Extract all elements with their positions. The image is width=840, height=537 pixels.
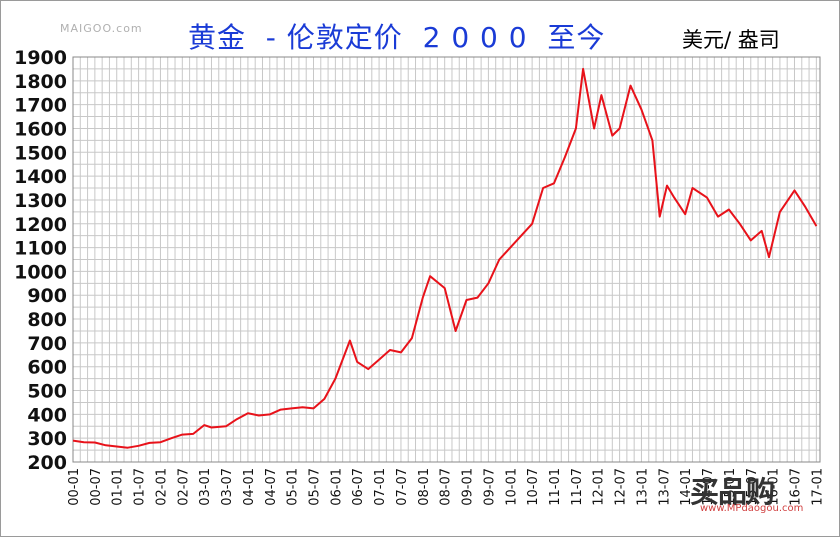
x-tick-label: 05-01 (286, 468, 301, 506)
y-tick-label: 1700 (14, 95, 67, 117)
y-tick-label: 1800 (14, 71, 67, 93)
y-tick-label: 1000 (14, 261, 67, 283)
y-tick-label: 1500 (14, 142, 67, 164)
y-tick-label: 300 (27, 428, 67, 450)
x-tick-label: 11-07 (570, 468, 585, 506)
x-tick-label: 05-07 (307, 468, 322, 506)
y-tick-label: 400 (27, 404, 67, 426)
y-tick-label: 1900 (14, 47, 67, 69)
y-tick-label: 1100 (14, 238, 67, 260)
x-tick-label: 09-07 (482, 468, 497, 506)
x-tick-label: 13-07 (657, 468, 672, 506)
x-tick-label: 15-07 (745, 468, 760, 506)
logo-text: 买品购 (690, 475, 775, 509)
x-tick-label: 03-01 (198, 468, 213, 506)
y-tick-label: 600 (27, 357, 67, 379)
x-tick-label: 09-01 (461, 468, 476, 506)
x-tick-label: 06-07 (351, 468, 366, 506)
x-tick-labels: 00-01 00-07 01-01 01-07 02-01 02-07 03-01 03-07… (67, 468, 825, 506)
brand-logo: 买品购 www.MPdaogou.com (690, 469, 825, 521)
x-tick-label: 17-01 (810, 468, 825, 506)
y-tick-label: 200 (27, 452, 67, 474)
x-tick-label: 11-01 (548, 468, 563, 506)
x-tick-label: 12-01 (592, 468, 607, 506)
y-tick-label: 1300 (14, 190, 67, 212)
x-tick-label: 01-01 (111, 468, 126, 506)
plot-border (72, 56, 821, 463)
y-tick-label: 900 (27, 285, 67, 307)
x-tick-label: 02-07 (176, 468, 191, 506)
gold-price-line (72, 67, 818, 449)
x-tick-label: 16-07 (788, 468, 803, 506)
logo-url: www.MPdaogou.com (700, 503, 804, 514)
y-tick-label: 1600 (14, 118, 67, 140)
x-tick-label: 06-01 (329, 468, 344, 506)
x-tick-label: 14-07 (701, 468, 716, 506)
x-tick-label: 00-01 (67, 468, 82, 506)
x-tick-label: 10-07 (526, 468, 541, 506)
x-tick-label: 13-01 (635, 468, 650, 506)
grid-lines (72, 56, 821, 463)
x-tick-label: 08-01 (417, 468, 432, 506)
x-tick-label: 10-01 (504, 468, 519, 506)
y-tick-label: 700 (27, 333, 67, 355)
x-tick-label: 08-07 (439, 468, 454, 506)
y-tick-labels: 2003004005006007008009001000110012001300… (14, 47, 67, 474)
x-tick-label: 03-07 (220, 468, 235, 506)
x-tick-label: 01-07 (133, 468, 148, 506)
x-tick-label: 15-01 (723, 468, 738, 506)
x-tick-label: 12-07 (614, 468, 629, 506)
x-tick-label: 04-07 (264, 468, 279, 506)
x-tick-label: 07-07 (395, 468, 410, 506)
x-tick-label: 16-01 (767, 468, 782, 506)
x-tick-label: 02-01 (154, 468, 169, 506)
plot-area (72, 67, 818, 449)
x-tick-label: 04-01 (242, 468, 257, 506)
x-tick-label: 07-01 (373, 468, 388, 506)
x-tick-label: 00-07 (89, 468, 104, 506)
x-tick-label: 14-01 (679, 468, 694, 506)
y-tick-label: 1200 (14, 214, 67, 236)
y-tick-label: 500 (27, 381, 67, 403)
chart-title: 黄金 - 伦敦定价 2 0 0 0 至今 (188, 21, 606, 54)
unit-label: 美元/ 盎司 (682, 28, 780, 52)
y-tick-label: 1400 (14, 166, 67, 188)
watermark-text: MAIGOO.com (60, 22, 143, 35)
y-tick-label: 800 (27, 309, 67, 331)
